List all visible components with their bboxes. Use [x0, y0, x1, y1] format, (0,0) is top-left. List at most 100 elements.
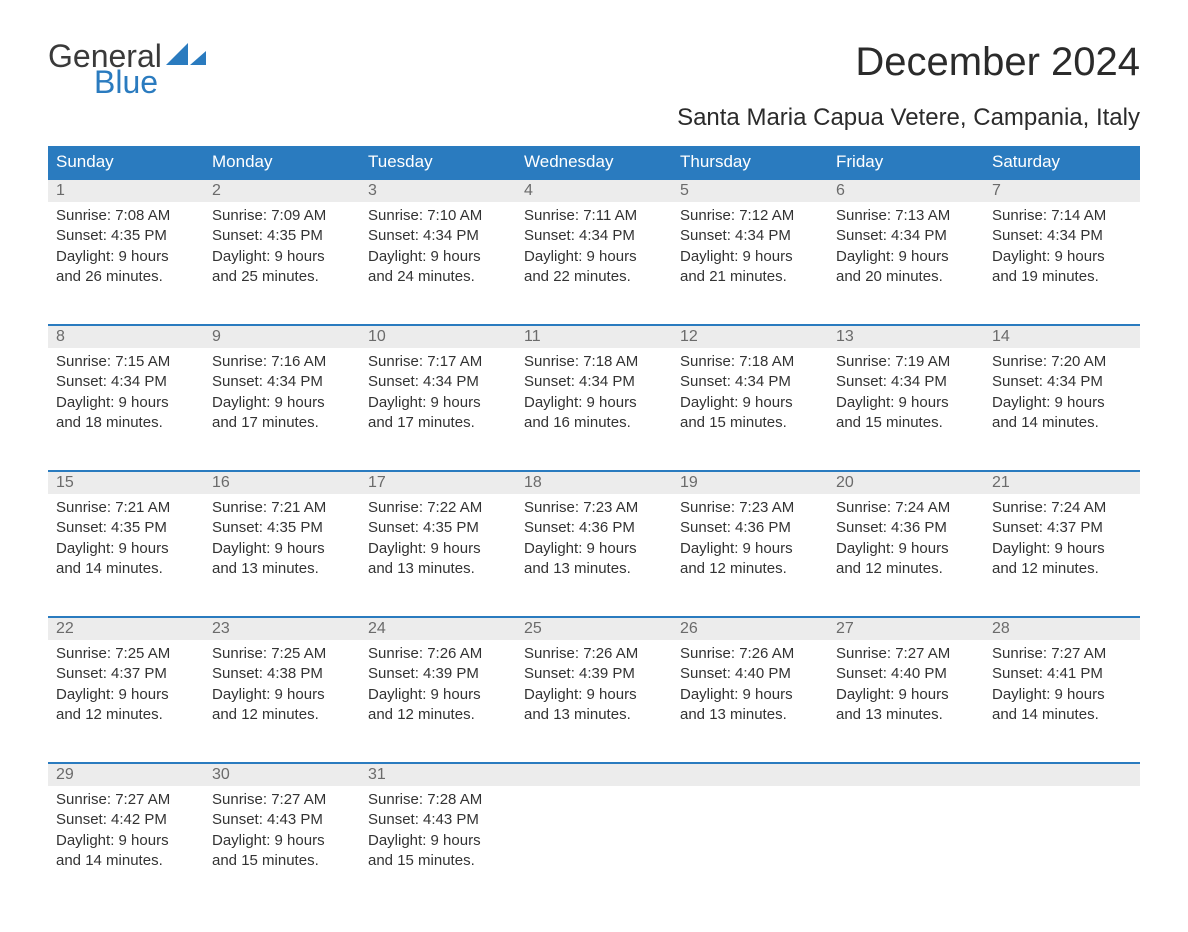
- day-number: 6: [836, 182, 845, 199]
- daylight-line2: and 13 minutes.: [368, 559, 508, 579]
- sunrise-value: 7:08 AM: [115, 207, 170, 224]
- daylight-label: Daylight:: [368, 540, 431, 557]
- sunset-line: Sunset: 4:34 PM: [524, 372, 664, 392]
- sunset-value: 4:35 PM: [267, 519, 323, 536]
- sunset-label: Sunset:: [212, 227, 267, 244]
- day-cell: 15Sunrise: 7:21 AMSunset: 4:35 PMDayligh…: [48, 472, 204, 600]
- day-number-row: 1: [48, 180, 204, 202]
- sunset-line: Sunset: 4:34 PM: [212, 372, 352, 392]
- sunrise-label: Sunrise:: [992, 207, 1051, 224]
- daylight-value1: 9 hours: [431, 394, 481, 411]
- sunrise-value: 7:18 AM: [583, 353, 638, 370]
- daylight-value1: 9 hours: [587, 686, 637, 703]
- sunset-value: 4:39 PM: [579, 665, 635, 682]
- day-cell: 3 Sunrise: 7:10 AMSunset: 4:34 PMDaylight…: [360, 180, 516, 308]
- sunset-value: 4:34 PM: [423, 227, 479, 244]
- sunset-label: Sunset:: [56, 373, 111, 390]
- day-body: Sunrise: 7:27 AMSunset: 4:41 PMDaylight:…: [984, 640, 1140, 731]
- day-body: Sunrise: 7:10 AMSunset: 4:34 PMDaylight:…: [360, 202, 516, 293]
- day-cell: [984, 764, 1140, 892]
- sunset-label: Sunset:: [524, 519, 579, 536]
- sunset-line: Sunset: 4:43 PM: [368, 810, 508, 830]
- sunset-line: Sunset: 4:40 PM: [680, 664, 820, 684]
- sunset-value: 4:36 PM: [735, 519, 791, 536]
- day-number-row: 9: [204, 326, 360, 348]
- sunset-label: Sunset:: [680, 519, 735, 536]
- day-body: Sunrise: 7:23 AMSunset: 4:36 PMDaylight:…: [672, 494, 828, 585]
- daylight-line2: and 19 minutes.: [992, 267, 1132, 287]
- sunset-value: 4:38 PM: [267, 665, 323, 682]
- sunset-line: Sunset: 4:34 PM: [836, 372, 976, 392]
- sunrise-line: Sunrise: 7:14 AM: [992, 206, 1132, 226]
- sunrise-line: Sunrise: 7:27 AM: [56, 790, 196, 810]
- daylight-value1: 9 hours: [587, 540, 637, 557]
- sunrise-line: Sunrise: 7:21 AM: [56, 498, 196, 518]
- daylight-value1: 9 hours: [431, 832, 481, 849]
- day-number: 29: [56, 766, 74, 783]
- sunset-value: 4:41 PM: [1047, 665, 1103, 682]
- day-number: 23: [212, 620, 230, 637]
- sunset-line: Sunset: 4:34 PM: [524, 226, 664, 246]
- day-number: 10: [368, 328, 386, 345]
- daylight-label: Daylight:: [836, 540, 899, 557]
- daylight-line1: Daylight: 9 hours: [56, 247, 196, 267]
- daylight-line1: Daylight: 9 hours: [212, 247, 352, 267]
- daylight-label: Daylight:: [368, 394, 431, 411]
- daylight-value1: 9 hours: [119, 540, 169, 557]
- sunrise-value: 7:27 AM: [115, 791, 170, 808]
- daylight-label: Daylight:: [992, 248, 1055, 265]
- sunset-line: Sunset: 4:40 PM: [836, 664, 976, 684]
- daylight-value1: 9 hours: [1055, 394, 1105, 411]
- day-number-row: 3: [360, 180, 516, 202]
- day-cell: 21Sunrise: 7:24 AMSunset: 4:37 PMDayligh…: [984, 472, 1140, 600]
- sunrise-value: 7:27 AM: [1051, 645, 1106, 662]
- daylight-value1: 9 hours: [119, 832, 169, 849]
- sunset-line: Sunset: 4:35 PM: [56, 518, 196, 538]
- week-row: 29Sunrise: 7:27 AMSunset: 4:42 PMDayligh…: [48, 762, 1140, 892]
- daylight-line1: Daylight: 9 hours: [992, 685, 1132, 705]
- day-number: 14: [992, 328, 1010, 345]
- sunrise-line: Sunrise: 7:26 AM: [368, 644, 508, 664]
- day-cell: 16Sunrise: 7:21 AMSunset: 4:35 PMDayligh…: [204, 472, 360, 600]
- day-number-row: [516, 764, 672, 786]
- sunset-value: 4:34 PM: [735, 227, 791, 244]
- daylight-value1: 9 hours: [899, 394, 949, 411]
- daylight-line2: and 16 minutes.: [524, 413, 664, 433]
- sunrise-line: Sunrise: 7:26 AM: [680, 644, 820, 664]
- sunrise-label: Sunrise:: [56, 499, 115, 516]
- day-number: 3: [368, 182, 377, 199]
- sunset-value: 4:43 PM: [423, 811, 479, 828]
- sunset-label: Sunset:: [212, 373, 267, 390]
- day-body: Sunrise: 7:08 AMSunset: 4:35 PMDaylight:…: [48, 202, 204, 293]
- day-number-row: 20: [828, 472, 984, 494]
- page-title: December 2024: [855, 40, 1140, 85]
- sunrise-line: Sunrise: 7:25 AM: [56, 644, 196, 664]
- sunset-value: 4:40 PM: [735, 665, 791, 682]
- daylight-value1: 9 hours: [431, 686, 481, 703]
- day-header-row: SundayMondayTuesdayWednesdayThursdayFrid…: [48, 146, 1140, 178]
- sunset-line: Sunset: 4:34 PM: [836, 226, 976, 246]
- day-number: 19: [680, 474, 698, 491]
- sunrise-label: Sunrise:: [368, 499, 427, 516]
- sunrise-line: Sunrise: 7:27 AM: [212, 790, 352, 810]
- daylight-value1: 9 hours: [275, 832, 325, 849]
- day-cell: 4Sunrise: 7:11 AMSunset: 4:34 PMDaylight…: [516, 180, 672, 308]
- day-number: 30: [212, 766, 230, 783]
- sunrise-line: Sunrise: 7:12 AM: [680, 206, 820, 226]
- day-body: Sunrise: 7:25 AMSunset: 4:37 PMDaylight:…: [48, 640, 204, 731]
- sunset-value: 4:40 PM: [891, 665, 947, 682]
- sunrise-label: Sunrise:: [212, 499, 271, 516]
- day-number-row: 31: [360, 764, 516, 786]
- sunrise-value: 7:22 AM: [427, 499, 482, 516]
- day-number-row: 26: [672, 618, 828, 640]
- sunrise-line: Sunrise: 7:27 AM: [992, 644, 1132, 664]
- day-cell: 30Sunrise: 7:27 AMSunset: 4:43 PMDayligh…: [204, 764, 360, 892]
- sunrise-value: 7:13 AM: [895, 207, 950, 224]
- sunset-label: Sunset:: [992, 373, 1047, 390]
- day-cell: 29Sunrise: 7:27 AMSunset: 4:42 PMDayligh…: [48, 764, 204, 892]
- day-body: Sunrise: 7:18 AMSunset: 4:34 PMDaylight:…: [516, 348, 672, 439]
- daylight-label: Daylight:: [992, 394, 1055, 411]
- day-number-row: 19: [672, 472, 828, 494]
- sunset-line: Sunset: 4:34 PM: [680, 226, 820, 246]
- sunset-label: Sunset:: [836, 227, 891, 244]
